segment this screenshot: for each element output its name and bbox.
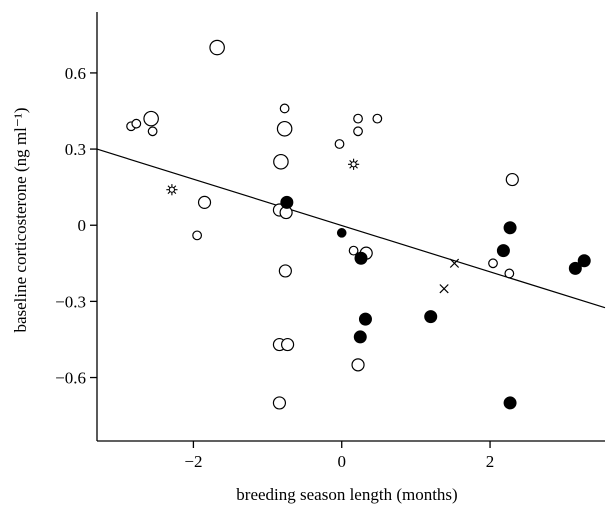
open-circle-point xyxy=(276,120,293,137)
data-points xyxy=(126,39,591,410)
open-circle-point xyxy=(278,264,292,278)
open-circle-point xyxy=(353,126,363,137)
x-axis-label: breeding season length (months) xyxy=(236,485,457,504)
star-point xyxy=(166,184,178,196)
open-circle-point xyxy=(279,103,290,114)
x-tick-label: 0 xyxy=(337,452,346,471)
open-circle-point xyxy=(209,39,225,56)
filled-circle-point xyxy=(354,251,368,265)
filled-circle-point xyxy=(424,310,438,324)
open-circle-point xyxy=(504,268,515,279)
cross-stroke xyxy=(439,284,449,294)
open-circle-point xyxy=(280,337,295,352)
open-circle-point xyxy=(505,172,519,187)
cross-point xyxy=(449,258,460,268)
x-tick-label: 2 xyxy=(486,452,495,471)
open-circle-point xyxy=(348,245,359,256)
filled-circle-point xyxy=(568,261,582,275)
open-circle-point xyxy=(488,258,498,269)
regression-line-group xyxy=(96,148,606,309)
cross-point xyxy=(439,284,449,294)
open-circle-point xyxy=(273,153,289,170)
open-circle-point xyxy=(147,126,158,137)
x-tick-label: −2 xyxy=(184,452,202,471)
open-circle-point xyxy=(143,110,159,127)
y-tick-label: 0.6 xyxy=(65,64,86,83)
regression-line xyxy=(96,148,606,309)
filled-circle-point xyxy=(353,330,367,344)
open-circle-point xyxy=(131,118,142,129)
y-tick-label: −0.3 xyxy=(55,292,86,311)
open-circle-point xyxy=(197,195,212,209)
open-circle-point xyxy=(192,230,203,241)
y-tick-label: 0.3 xyxy=(65,140,86,159)
filled-circle-point xyxy=(358,312,372,326)
star-center xyxy=(168,186,176,193)
filled-circle-point xyxy=(280,195,294,209)
open-circle-point xyxy=(272,396,287,410)
filled-circle-point xyxy=(577,254,591,268)
open-circle-point xyxy=(353,113,363,124)
open-circle-point xyxy=(351,358,365,372)
filled-circle-point xyxy=(503,396,517,410)
axes: −0.6 −0.3 0 0.3 0.6 −2 0 2 xyxy=(55,12,605,471)
filled-circle-point xyxy=(496,244,510,258)
star-point xyxy=(347,158,360,170)
open-circle-point xyxy=(372,113,383,124)
filled-circle-point xyxy=(336,228,347,238)
star-center xyxy=(350,161,357,168)
y-tick-label: 0 xyxy=(78,216,87,235)
y-tick-label: −0.6 xyxy=(55,369,86,388)
cross-stroke xyxy=(449,258,460,268)
y-axis-label: baseline corticosterone (ng ml⁻¹) xyxy=(11,107,30,332)
open-circle-point xyxy=(334,139,345,149)
filled-circle-point xyxy=(503,221,517,235)
